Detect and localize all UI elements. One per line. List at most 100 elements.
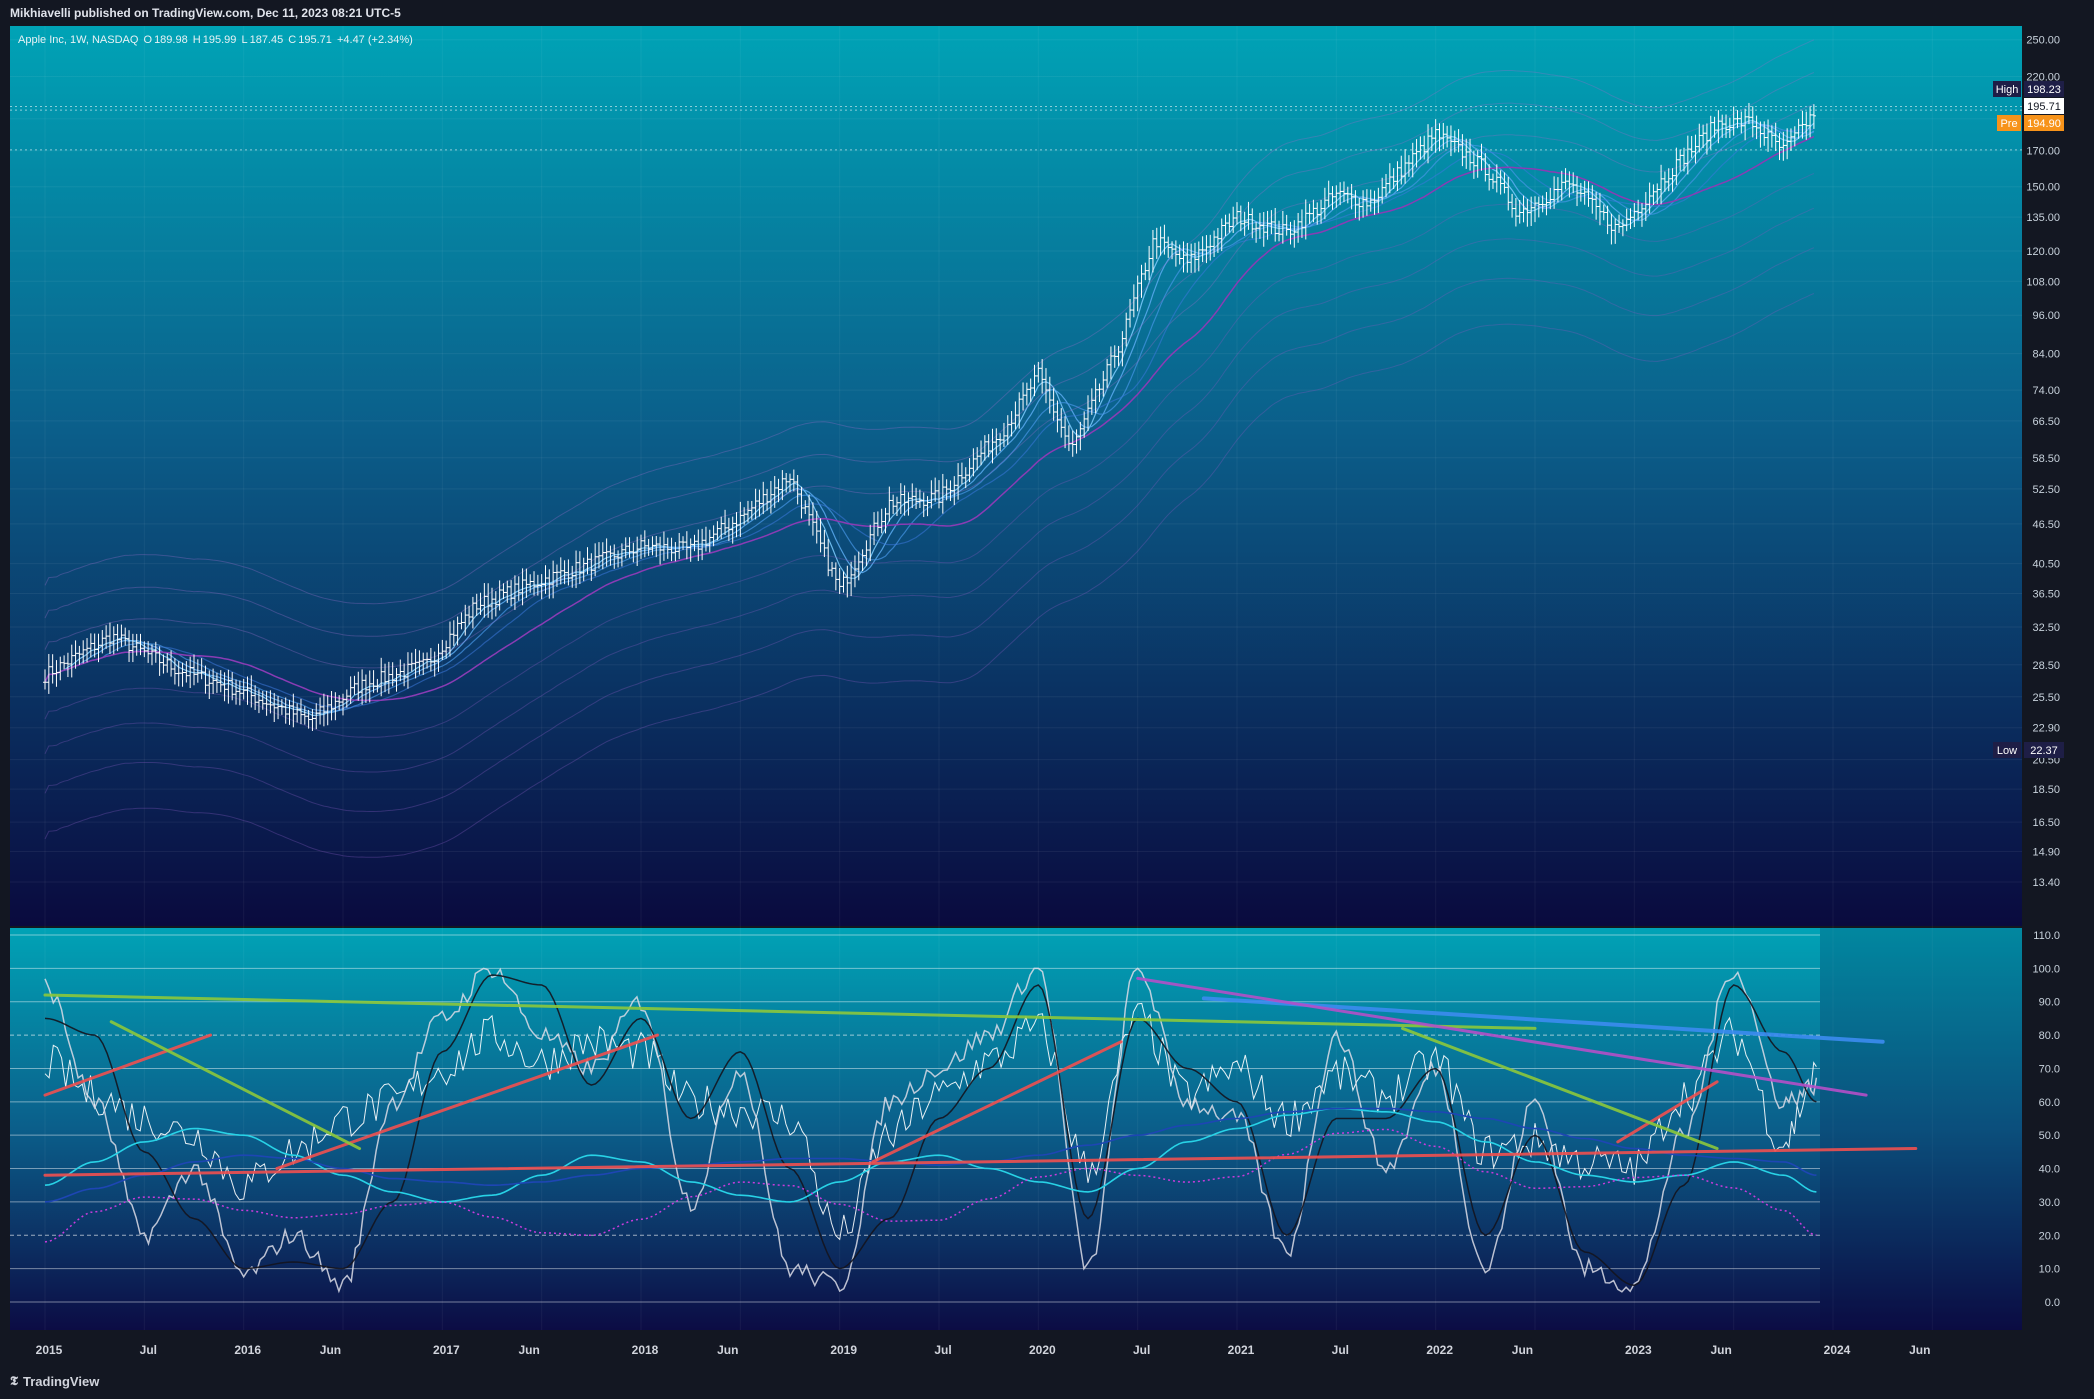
price-axis: 250.00220.00190.00170.00150.00135.00120.…	[2026, 35, 2060, 889]
legend-high-label: H	[192, 34, 201, 46]
last-price-badge-bg	[2024, 98, 2064, 114]
legend-low-label: L	[241, 34, 248, 46]
price-badges: High 198.23 195.71 Pre 194.90 Low 22.37	[1993, 81, 2064, 758]
time-tick-label: Jun	[1512, 1343, 1533, 1357]
oscillator-tick-label: 80.0	[2039, 1030, 2060, 1042]
time-axis: 2015 Jul 2016 Jun 2017 Jun 2018 Jun 2019 Jul 2020 J…	[36, 1343, 1931, 1357]
oscillator-tick-label: 10.0	[2039, 1264, 2060, 1276]
legend-change: +4.47 (+2.34%)	[336, 34, 413, 46]
oscillator-tick-label: 100.0	[2032, 963, 2060, 975]
oscillator-tick-label: 70.0	[2039, 1063, 2060, 1075]
time-tick-label: Jul	[934, 1343, 951, 1357]
stochastic-fast-line	[44, 967, 1818, 1294]
purple-ma-line	[44, 136, 1815, 702]
pre-badge-label: Pre	[2000, 118, 2017, 130]
time-tick-label: 2021	[1228, 1343, 1255, 1357]
price-tick-label: 150.00	[2026, 182, 2060, 194]
time-tick-label: Jun	[1909, 1343, 1930, 1357]
legend-close: 195.71	[298, 34, 332, 46]
pre-badge-value-bg	[2024, 115, 2064, 131]
envelope-band-line	[44, 39, 1815, 605]
last-price-badge: 195.71	[2027, 101, 2061, 113]
price-tick-label: 170.00	[2026, 146, 2060, 158]
price-bars	[43, 102, 1816, 731]
chart-canvas[interactable]: 250.00220.00190.00170.00150.00135.00120.…	[0, 0, 2094, 1362]
high-badge-label: High	[1996, 84, 2019, 96]
price-tick-label: 36.50	[2032, 589, 2060, 601]
time-tick-label: Jun	[717, 1343, 738, 1357]
time-tick-label: 2023	[1625, 1343, 1652, 1357]
publisher-credit: Mikhiavelli published on TradingView.com…	[10, 6, 401, 20]
price-tick-label: 74.00	[2032, 385, 2060, 397]
low-badge-value-bg	[2024, 742, 2064, 758]
price-bands	[44, 39, 1815, 858]
high-badge-value-bg	[2024, 81, 2064, 97]
time-tick-label: Jul	[140, 1343, 157, 1357]
top-bar: Mikhiavelli published on TradingView.com…	[0, 0, 2094, 26]
bottom-bar	[0, 1362, 2094, 1399]
envelope-band-line	[44, 207, 1815, 773]
price-tick-label: 14.90	[2032, 846, 2060, 858]
high-badge-label-bg	[1993, 81, 2021, 97]
time-tick-label: 2015	[36, 1343, 63, 1357]
ribbon-ma-line	[44, 128, 1814, 709]
price-tick-label: 22.90	[2032, 723, 2060, 735]
red-trendline	[43, 1147, 1918, 1177]
time-axis-background	[0, 1330, 2094, 1362]
price-tick-label: 32.50	[2032, 622, 2060, 634]
time-tick-label: 2019	[830, 1343, 857, 1357]
envelope-band-line	[44, 72, 1815, 637]
oscillator-tick-label: 60.0	[2039, 1097, 2060, 1109]
envelope-band-line	[44, 173, 1815, 738]
high-badge-value: 198.23	[2027, 84, 2061, 96]
pre-badge-label-bg	[1997, 115, 2021, 131]
cyan-average-line	[44, 1107, 1817, 1203]
price-tick-label: 18.50	[2032, 784, 2060, 796]
price-tick-label: 46.50	[2032, 519, 2060, 531]
price-tick-label: 13.40	[2032, 877, 2060, 889]
price-tick-label: 135.00	[2026, 212, 2060, 224]
time-tick-label: 2016	[234, 1343, 261, 1357]
oscillator-tick-label: 50.0	[2039, 1130, 2060, 1142]
green-trendline	[109, 1020, 362, 1151]
price-tick-label: 120.00	[2026, 246, 2060, 258]
green-trendline	[1401, 1026, 1719, 1151]
legend-open-label: O	[143, 34, 153, 46]
low-badge-label: Low	[1997, 745, 2017, 757]
pre-badge-value: 194.90	[2027, 118, 2061, 130]
magenta-dotted-line	[44, 1128, 1817, 1243]
time-tick-label: Jul	[1332, 1343, 1349, 1357]
low-badge-value: 22.37	[2030, 745, 2058, 757]
time-tick-label: Jul	[1133, 1343, 1150, 1357]
legend-high: 195.99	[202, 34, 237, 46]
time-tick-label: 2020	[1029, 1343, 1056, 1357]
legend-symbol: Apple Inc, 1W, NASDAQ	[18, 34, 139, 46]
price-tick-label: 40.50	[2032, 559, 2060, 571]
price-tick-label: 220.00	[2026, 71, 2060, 83]
price-tick-label: 250.00	[2026, 35, 2060, 47]
red-trendline	[43, 1033, 213, 1097]
price-tick-label: 25.50	[2032, 692, 2060, 704]
price-tick-label: 28.50	[2032, 660, 2060, 672]
time-tick-label: 2018	[632, 1343, 659, 1357]
oscillator-tick-label: 0.0	[2045, 1297, 2060, 1309]
oscillator-tick-label: 30.0	[2039, 1197, 2060, 1209]
time-tick-label: 2017	[433, 1343, 460, 1357]
price-pane-background	[10, 26, 2022, 926]
green-trendline	[43, 993, 1537, 1030]
tradingview-logo[interactable]: 𝕿 TradingView	[10, 1373, 99, 1389]
price-axis-background	[2022, 26, 2094, 1330]
price-gridlines	[10, 26, 2022, 1330]
future-area-shade	[1820, 928, 2022, 1330]
time-tick-label: 2024	[1824, 1343, 1851, 1357]
price-tick-label: 58.50	[2032, 453, 2060, 465]
envelope-band-line	[44, 103, 1815, 669]
oscillator-tick-label: 20.0	[2039, 1230, 2060, 1242]
red-trendline	[871, 1040, 1123, 1164]
oscillator-tick-label: 110.0	[2033, 930, 2060, 942]
legend-close-label: C	[288, 34, 297, 46]
purple-trendline	[1136, 976, 1868, 1097]
price-tick-label: 16.50	[2032, 817, 2060, 829]
tradingview-brand: TradingView	[22, 1373, 100, 1389]
